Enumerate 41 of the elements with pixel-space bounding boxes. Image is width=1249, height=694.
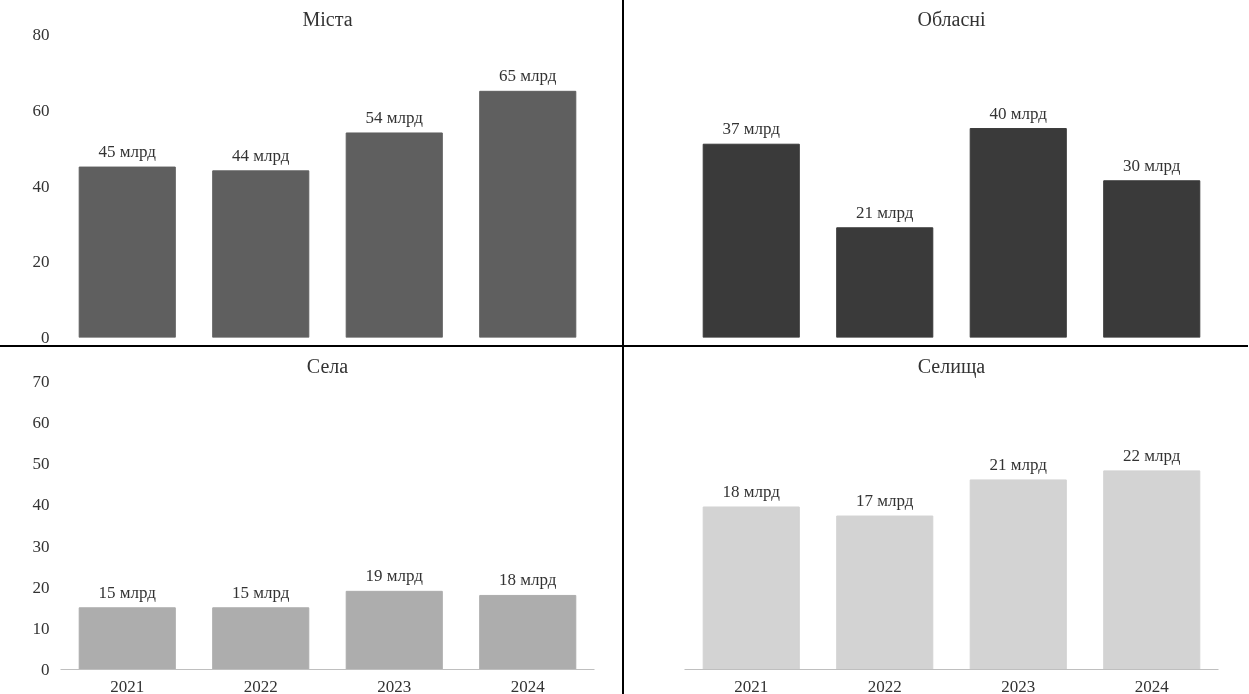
x-tick-label: 2021 <box>734 676 769 694</box>
y-tick-label: 30 <box>32 536 50 556</box>
data-label: 18 млрд <box>499 570 557 590</box>
data-label: 30 млрд <box>1123 155 1181 175</box>
x-tick-label: 2021 <box>110 676 145 694</box>
y-tick-label: 60 <box>32 100 50 120</box>
x-tick-label: 2023 <box>377 676 412 694</box>
data-label: 65 млрд <box>499 66 557 86</box>
data-label: 44 млрд <box>232 145 290 165</box>
y-tick-label: 10 <box>32 618 50 638</box>
x-tick-label: 2022 <box>867 676 902 694</box>
data-label: 15 млрд <box>232 582 290 602</box>
data-label: 21 млрд <box>989 454 1048 474</box>
y-tick-label: 20 <box>32 577 50 597</box>
data-label: 37 млрд <box>722 119 781 139</box>
y-tick-label: 60 <box>32 413 50 433</box>
y-tick-label: 40 <box>32 495 50 515</box>
data-label: 54 млрд <box>365 107 424 127</box>
x-tick-label: 2023 <box>1001 676 1036 694</box>
chart-title: Обласні <box>917 7 986 30</box>
data-label: 45 млрд <box>98 142 157 162</box>
data-label: 17 млрд <box>856 491 914 511</box>
x-tick-label: 2024 <box>510 676 546 694</box>
data-label: 18 млрд <box>722 481 781 501</box>
chart-title: Міста <box>302 7 353 30</box>
y-tick-label: 40 <box>32 176 50 196</box>
y-tick-label: 20 <box>32 252 50 272</box>
data-label: 21 млрд <box>856 202 914 222</box>
data-label: 40 млрд <box>989 103 1048 123</box>
y-tick-label: 80 <box>32 25 50 44</box>
y-tick-label: 70 <box>32 372 50 391</box>
data-label: 15 млрд <box>98 582 157 602</box>
x-tick-label: 2022 <box>243 676 278 694</box>
x-tick-label: 2024 <box>1134 676 1170 694</box>
y-tick-label: 50 <box>32 454 50 474</box>
chart-title: Села <box>306 354 349 377</box>
y-tick-label: 0 <box>41 660 50 679</box>
y-tick-label: 0 <box>41 328 50 347</box>
data-label: 22 млрд <box>1123 445 1181 465</box>
data-label: 19 млрд <box>365 566 424 586</box>
chart-title: Селища <box>917 354 986 378</box>
